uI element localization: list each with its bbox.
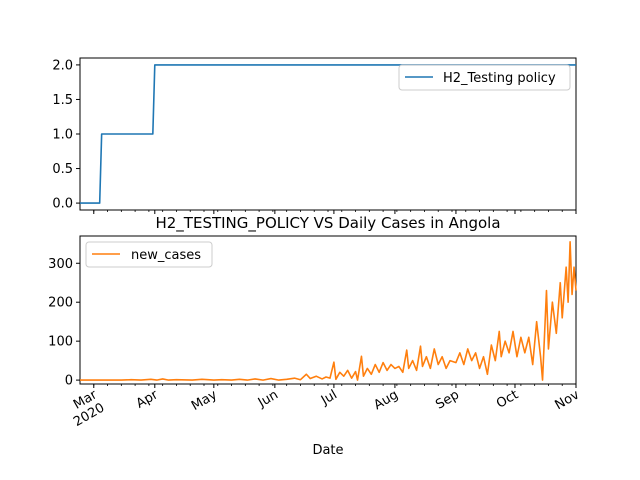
bottom-legend-label: new_cases <box>131 248 201 263</box>
bottom-legend-box <box>85 241 213 268</box>
x-tick-label: Aug <box>371 387 400 413</box>
x-tick-label: Nov <box>553 387 583 413</box>
top-legend: H2_Testing policy <box>398 64 571 91</box>
top-panel: 0.0 0.5 1.0 1.5 2.0 H2_Testing policy <box>52 57 577 214</box>
top-y-tick-label: 1.5 <box>52 93 73 108</box>
bottom-series-line <box>80 241 577 381</box>
top-y-tick-label: 1.0 <box>52 128 73 143</box>
x-tick-label: Jun <box>255 387 281 411</box>
top-y-tick-label: 0.5 <box>52 162 73 177</box>
bottom-y-tick-label: 0 <box>65 374 73 389</box>
x-tick-label: Mar2020 <box>64 387 108 430</box>
top-series-line <box>80 64 576 204</box>
x-tick-label: Apr <box>134 387 162 412</box>
top-y-tick-label: 2.0 <box>52 58 73 73</box>
x-axis-label: Date <box>312 443 343 458</box>
top-legend-label: H2_Testing policy <box>443 71 556 86</box>
top-legend-box <box>398 64 571 91</box>
bottom-chart-title: H2_TESTING_POLICY VS Daily Cases in Ango… <box>155 214 500 233</box>
bottom-y-tick-label: 200 <box>48 296 73 311</box>
bottom-panel: H2_TESTING_POLICY VS Daily Cases in Ango… <box>48 214 582 458</box>
x-tick-label: May <box>189 387 220 414</box>
x-tick-label: Sep <box>433 387 462 412</box>
x-tick-label: Jul <box>318 387 340 408</box>
bottom-y-tick-label: 100 <box>48 335 73 350</box>
bottom-y-tick-label: 300 <box>48 257 73 272</box>
bottom-legend: new_cases <box>85 241 213 268</box>
top-y-tick-label: 0.0 <box>52 197 73 212</box>
x-tick-label: Oct <box>494 387 521 411</box>
